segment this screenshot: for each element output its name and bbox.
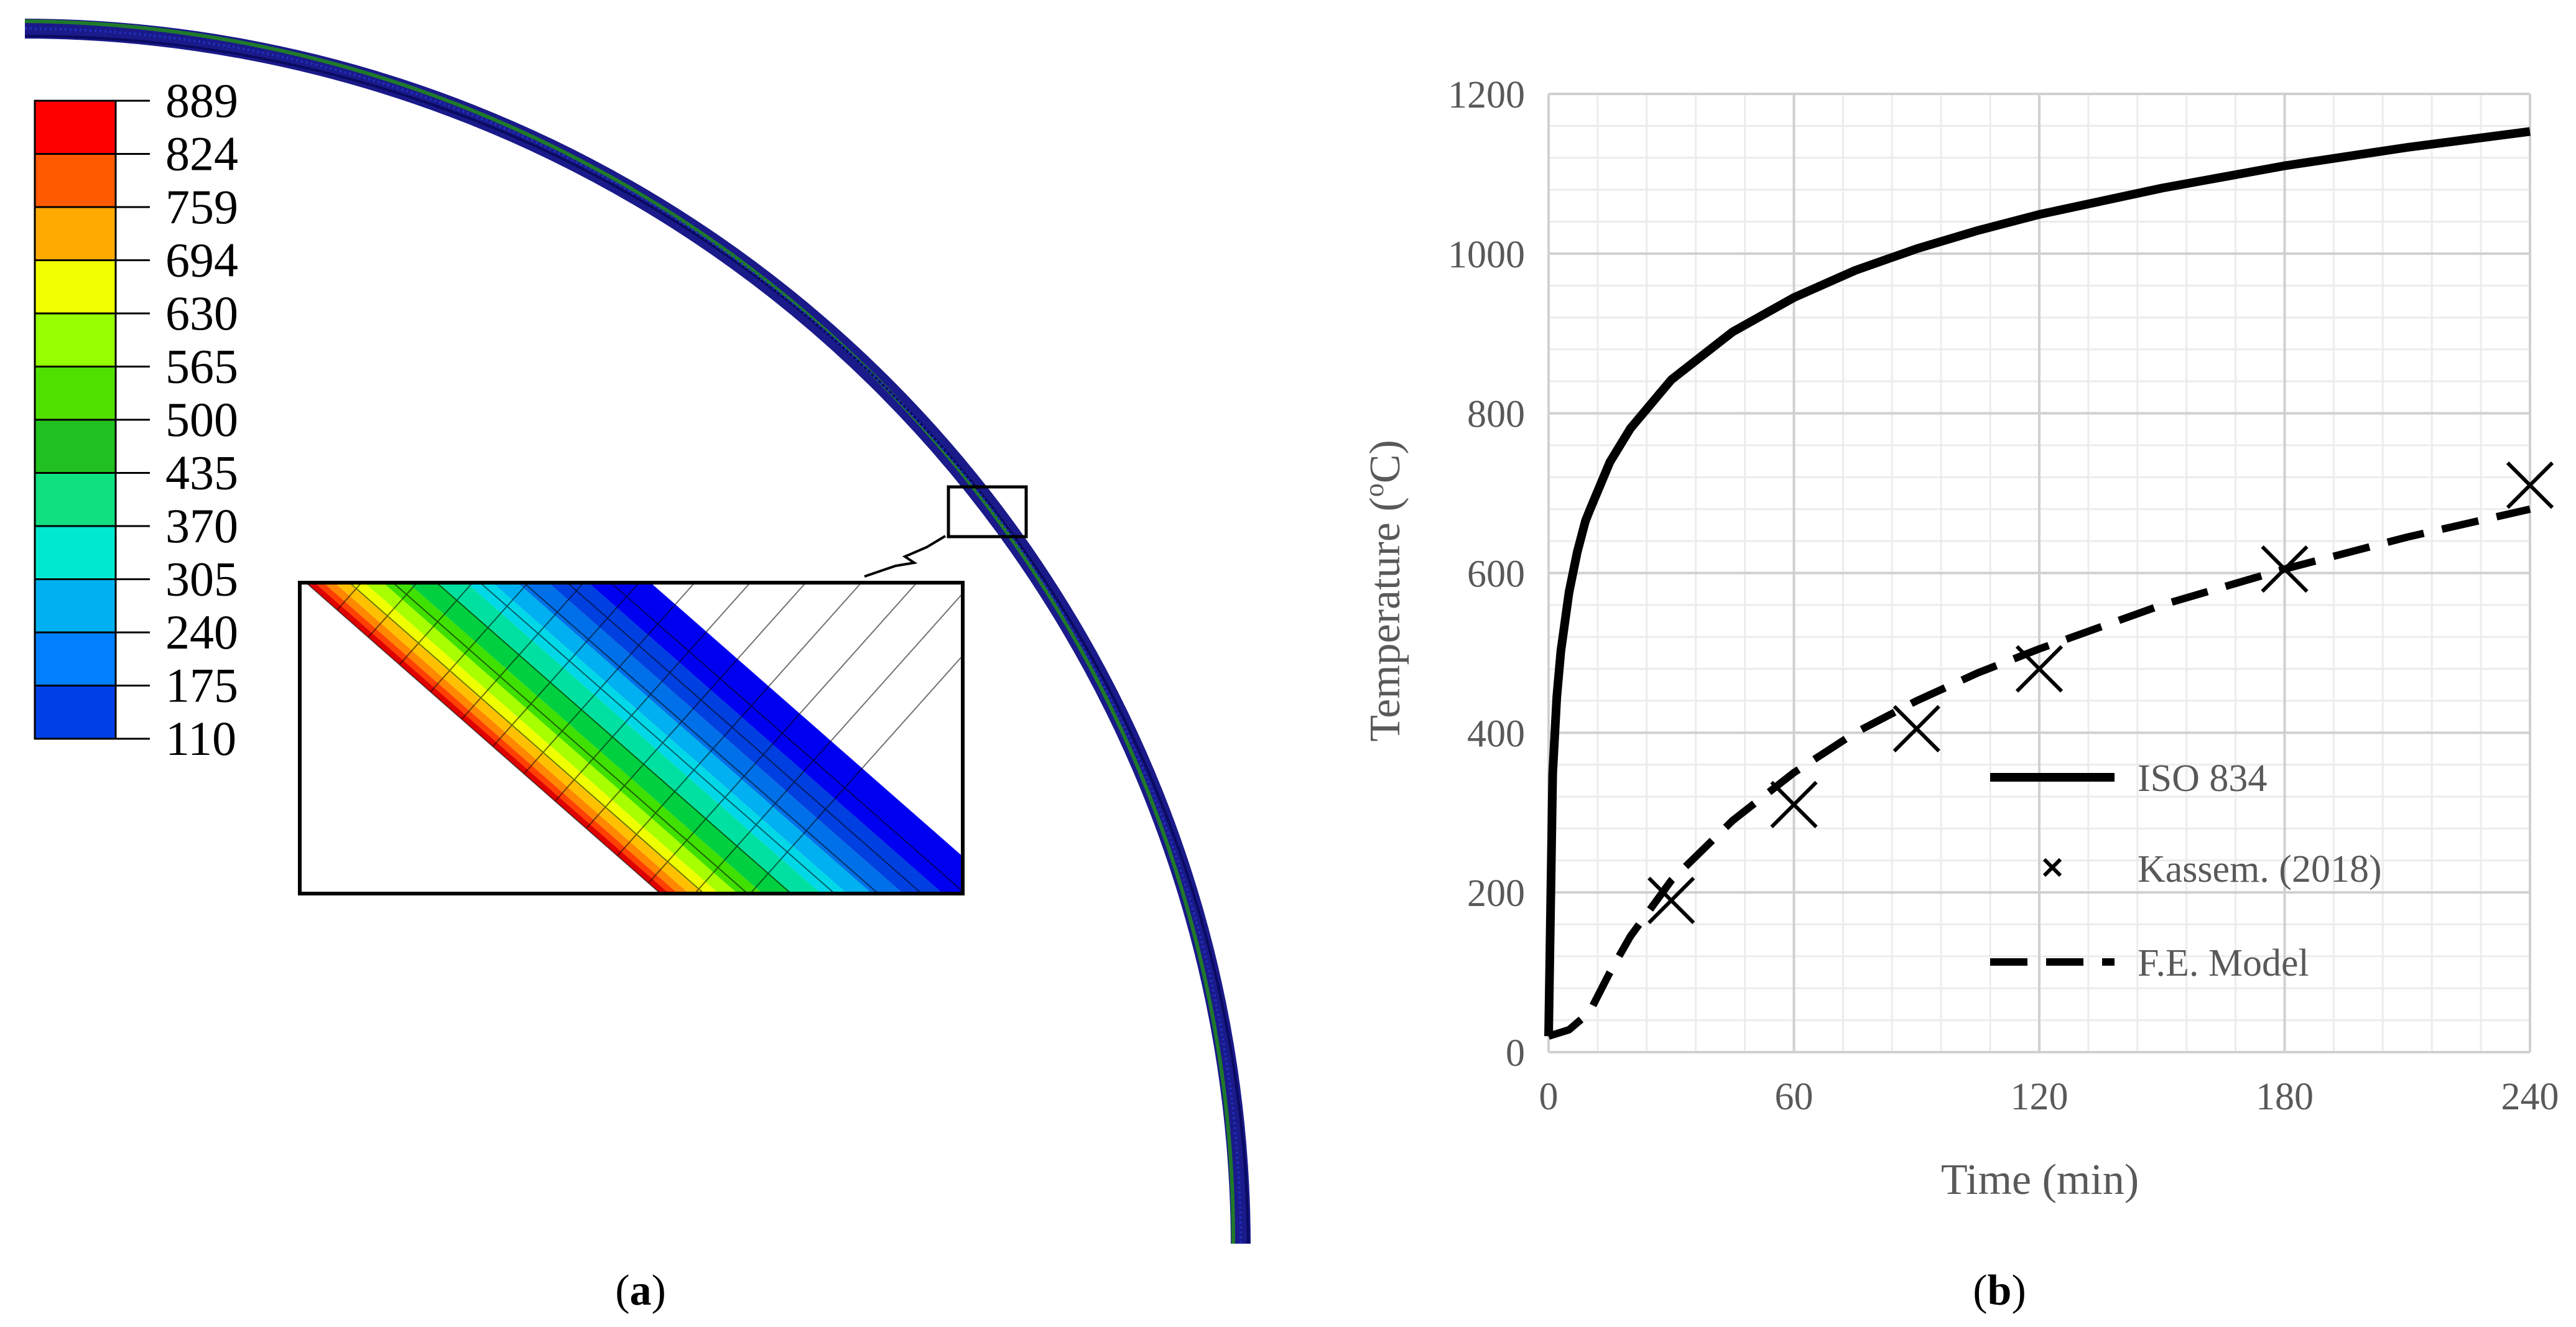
legend-kassem-marker	[2042, 858, 2062, 877]
legend-value-label: 305	[165, 552, 238, 606]
legend-color-band	[34, 631, 117, 687]
panel-a-label: (a)	[615, 1267, 666, 1315]
zoom-leader-line	[864, 535, 947, 578]
fe-model-line	[1547, 505, 2531, 1040]
y-axis-title: Temperature (oC)	[1359, 440, 1409, 741]
kassem-data-point	[1893, 705, 1940, 753]
inset-temperature-band	[306, 583, 669, 894]
x-tick-label: 240	[2501, 1076, 2559, 1118]
legend-color-band	[34, 418, 117, 474]
kassem-data-point	[2506, 461, 2554, 509]
x-axis-title: Time (min)	[1941, 1156, 2139, 1204]
kassem-data-point	[1770, 780, 1818, 829]
series-layer	[1544, 127, 2554, 1040]
y-tick-label: 600	[1467, 553, 1525, 596]
legend-color-band	[34, 206, 117, 261]
inset-temperature-band	[348, 583, 719, 894]
y-tick-label: 0	[1506, 1032, 1525, 1075]
legend-value-label: 630	[165, 286, 238, 340]
legend-color-band	[34, 259, 117, 315]
y-axis-ticks: 0 200 400 600 800 1000 1200	[1448, 74, 1525, 1075]
y-tick-label: 200	[1467, 872, 1525, 915]
inset-temperature-band	[315, 583, 678, 894]
x-axis-ticks: 0 60 120 180 240	[1539, 1076, 2559, 1118]
zoom-inset	[298, 581, 965, 895]
legend-value-label: 435	[165, 446, 238, 500]
legend-value-label: 824	[165, 127, 238, 181]
legend-color-band	[34, 153, 117, 208]
legend-fe-model-label: F.E. Model	[2138, 942, 2309, 984]
panel-b-line-chart: 0 200 400 600 800 1000 1200 0 60 120 180 240 Time …	[1359, 74, 2559, 1315]
inset-temperature-band	[549, 583, 943, 894]
inset-temperature-band	[383, 583, 762, 894]
panel-b-label: (b)	[1973, 1267, 2026, 1315]
y-tick-label: 800	[1467, 394, 1525, 436]
chart-legend: ISO 834 Kassem. (2018) F.E. Model	[1990, 757, 2382, 984]
grid-major	[1547, 93, 2531, 1053]
kassem-data-point	[1647, 876, 1695, 925]
inset-temperature-band	[588, 583, 963, 894]
legend-color-band	[34, 525, 117, 580]
y-tick-label: 1200	[1448, 74, 1525, 116]
legend-value-label: 565	[165, 340, 238, 394]
legend-value-label: 889	[165, 73, 238, 127]
x-tick-label: 60	[1775, 1076, 1814, 1118]
iso834-line	[1544, 127, 2531, 1037]
inset-temperature-band	[493, 583, 872, 894]
inset-temperature-band	[335, 583, 703, 894]
legend-kassem-label: Kassem. (2018)	[2138, 848, 2382, 890]
inset-temperature-band	[364, 583, 738, 894]
x-tick-label: 120	[2011, 1076, 2069, 1118]
legend-color-band	[34, 685, 117, 740]
legend-value-label: 175	[165, 659, 238, 713]
legend-color-band	[34, 312, 117, 368]
inset-temperature-band	[438, 583, 821, 894]
x-tick-label: 0	[1539, 1076, 1559, 1118]
inset-temperature-band	[408, 583, 792, 894]
legend-color-band	[34, 366, 117, 421]
legend-value-label: 500	[165, 392, 238, 446]
inset-temperature-band	[517, 583, 903, 894]
y-tick-label: 400	[1467, 713, 1525, 755]
legend-value-label: 370	[165, 499, 238, 553]
legend-value-label: 694	[165, 233, 238, 287]
legend-value-label: 759	[165, 180, 238, 234]
shell-ring	[24, 19, 1251, 1244]
legend-color-band	[34, 578, 117, 634]
legend-iso834-label: ISO 834	[2138, 757, 2267, 800]
zoom-selection-box	[947, 485, 1028, 539]
legend-color-band	[34, 99, 117, 155]
legend-value-label: 110	[165, 711, 236, 765]
legend-value-label: 240	[165, 605, 238, 659]
x-tick-label: 180	[2256, 1076, 2314, 1118]
y-tick-label: 1000	[1448, 234, 1525, 276]
legend-color-band	[34, 472, 117, 527]
panel-a-contour-plot: 889824759694630565500435370305240175110 …	[24, 19, 1251, 1315]
